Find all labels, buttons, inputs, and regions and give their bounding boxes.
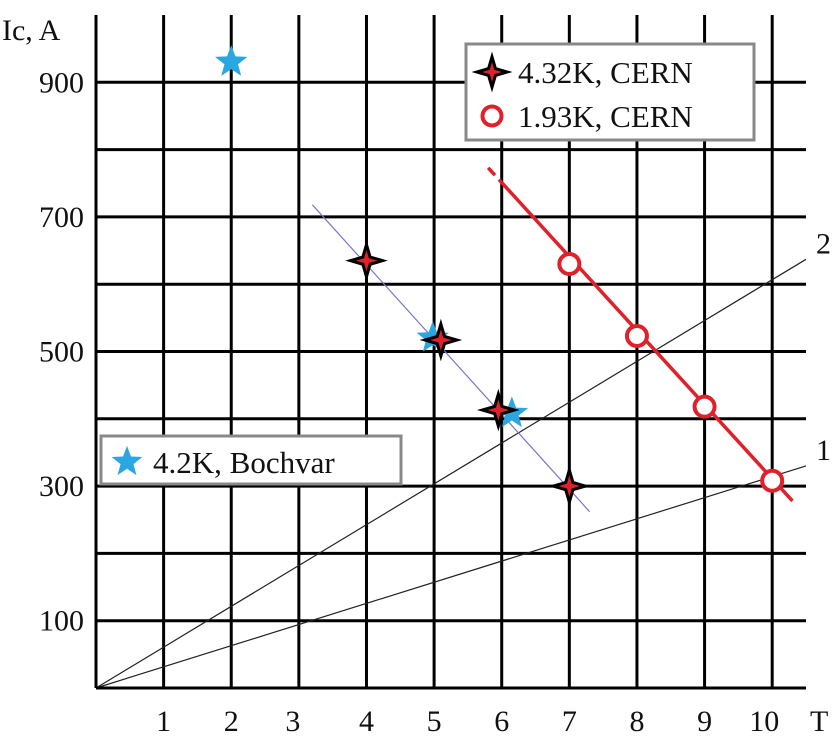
point-circle-0	[557, 252, 582, 277]
point-circle-3	[760, 468, 785, 493]
y-tick-label: 900	[39, 66, 84, 99]
legend-label: 4.2K, Bochvar	[153, 445, 335, 480]
legend-top-right: 4.32K, CERN 1.93K, CERN	[464, 42, 756, 142]
reference-line-label-1: 1	[816, 434, 831, 467]
y-tick-label: 100	[39, 605, 84, 638]
x-tick-label: 9	[697, 705, 712, 738]
legend-label: 1.93K, CERN	[518, 99, 693, 134]
fit-line-dashed-1	[486, 166, 504, 184]
x-tick-label: 10	[749, 705, 779, 738]
point-circle-2	[692, 394, 717, 419]
x-tick-label: 3	[285, 705, 300, 738]
reference-line-1	[95, 465, 807, 689]
x-axis-label: T	[810, 705, 828, 738]
point-four-point-star-0	[345, 239, 388, 282]
y-tick-label: 300	[39, 470, 84, 503]
legend-marker	[471, 51, 513, 93]
legend-middle-left: 4.2K, Bochvar	[99, 434, 403, 486]
reference-line-2	[95, 258, 807, 689]
x-tick-label: 4	[359, 705, 374, 738]
x-tick-label: 2	[224, 705, 239, 738]
y-tick-label: 700	[39, 201, 84, 234]
x-tick-label: 1	[156, 705, 171, 738]
legend-label: 4.32K, CERN	[518, 55, 693, 90]
y-tick-label: 500	[39, 336, 84, 369]
reference-line-label-2: 2	[816, 227, 831, 260]
point-four-point-star-2	[476, 388, 520, 432]
point-circle-1	[624, 324, 649, 349]
x-tick-label: 6	[494, 705, 509, 738]
legend-box	[464, 42, 756, 142]
tick-labels: 1 2 3 4 5 6 7 8 9 10 100 300 500 700 900	[39, 66, 779, 738]
x-tick-label: 8	[629, 705, 644, 738]
x-tick-label: 5	[427, 705, 442, 738]
legend-marker	[480, 104, 504, 128]
legend-box	[99, 434, 403, 486]
point-four-point-star-1	[419, 318, 463, 362]
axes	[94, 15, 806, 690]
fit-line-0	[311, 204, 591, 513]
reference-lines: 12	[95, 227, 831, 689]
y-axis-label: Ic, A	[2, 14, 61, 47]
data-points	[215, 45, 785, 508]
legend-marker	[111, 445, 143, 476]
point-five-point-star-0	[215, 45, 248, 76]
point-four-point-star-3	[547, 464, 591, 508]
x-tick-label: 7	[562, 705, 577, 738]
